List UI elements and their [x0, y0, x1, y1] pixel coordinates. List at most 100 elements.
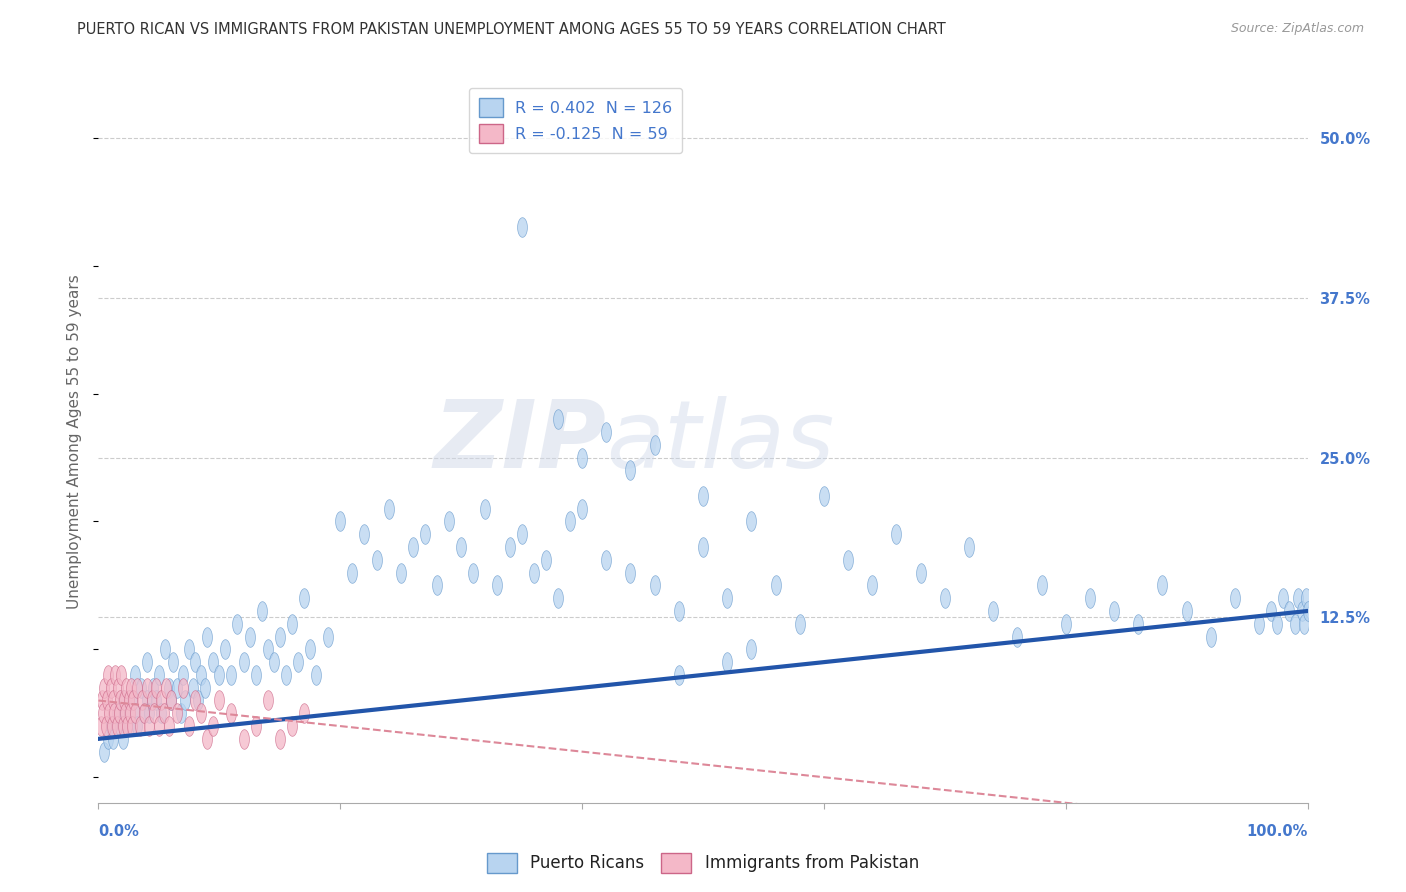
- Point: [232, 655, 254, 669]
- Point: [1260, 604, 1282, 618]
- Point: [595, 425, 617, 439]
- Point: [740, 642, 762, 657]
- Point: [239, 630, 262, 644]
- Point: [547, 591, 569, 606]
- Text: Source: ZipAtlas.com: Source: ZipAtlas.com: [1230, 22, 1364, 36]
- Point: [426, 578, 449, 592]
- Point: [547, 412, 569, 426]
- Point: [692, 540, 714, 554]
- Point: [93, 745, 115, 759]
- Point: [269, 630, 291, 644]
- Point: [221, 706, 243, 721]
- Point: [1054, 616, 1077, 631]
- Point: [934, 591, 956, 606]
- Point: [202, 655, 225, 669]
- Point: [366, 553, 388, 567]
- Point: [157, 681, 180, 695]
- Point: [619, 566, 641, 580]
- Text: PUERTO RICAN VS IMMIGRANTS FROM PAKISTAN UNEMPLOYMENT AMONG AGES 55 TO 59 YEARS : PUERTO RICAN VS IMMIGRANTS FROM PAKISTAN…: [77, 22, 946, 37]
- Point: [90, 719, 112, 733]
- Point: [121, 693, 143, 707]
- Point: [1292, 616, 1315, 631]
- Point: [169, 706, 191, 721]
- Point: [108, 706, 131, 721]
- Point: [668, 668, 690, 682]
- Text: 100.0%: 100.0%: [1246, 824, 1308, 839]
- Point: [1278, 604, 1301, 618]
- Point: [1284, 616, 1306, 631]
- Point: [510, 220, 533, 235]
- Point: [162, 655, 184, 669]
- Point: [107, 681, 129, 695]
- Point: [250, 604, 273, 618]
- Point: [100, 719, 122, 733]
- Point: [187, 693, 209, 707]
- Point: [101, 731, 124, 746]
- Point: [150, 706, 173, 721]
- Point: [184, 655, 207, 669]
- Point: [174, 693, 197, 707]
- Point: [166, 706, 188, 721]
- Point: [1249, 616, 1271, 631]
- Point: [124, 706, 146, 721]
- Point: [716, 591, 738, 606]
- Point: [190, 668, 212, 682]
- Point: [135, 681, 157, 695]
- Point: [413, 527, 436, 541]
- Point: [111, 731, 134, 746]
- Point: [135, 655, 157, 669]
- Point: [111, 719, 134, 733]
- Point: [1272, 591, 1295, 606]
- Point: [129, 681, 152, 695]
- Point: [886, 527, 908, 541]
- Point: [1102, 604, 1125, 618]
- Point: [160, 693, 183, 707]
- Point: [179, 719, 201, 733]
- Point: [124, 668, 146, 682]
- Point: [263, 655, 285, 669]
- Point: [97, 731, 120, 746]
- Point: [342, 566, 364, 580]
- Point: [813, 489, 835, 503]
- Text: atlas: atlas: [606, 396, 835, 487]
- Point: [1296, 604, 1319, 618]
- Point: [668, 604, 690, 618]
- Point: [281, 616, 304, 631]
- Point: [155, 681, 177, 695]
- Point: [1175, 604, 1198, 618]
- Legend: Puerto Ricans, Immigrants from Pakistan: Puerto Ricans, Immigrants from Pakistan: [481, 847, 925, 880]
- Point: [190, 706, 212, 721]
- Point: [463, 566, 485, 580]
- Point: [93, 681, 115, 695]
- Point: [98, 706, 121, 721]
- Point: [957, 540, 980, 554]
- Point: [195, 731, 218, 746]
- Point: [299, 642, 322, 657]
- Point: [221, 668, 243, 682]
- Point: [1295, 591, 1317, 606]
- Point: [214, 642, 236, 657]
- Point: [208, 668, 231, 682]
- Point: [122, 693, 145, 707]
- Point: [145, 693, 167, 707]
- Point: [124, 706, 146, 721]
- Point: [115, 681, 138, 695]
- Point: [245, 719, 267, 733]
- Point: [118, 719, 141, 733]
- Point: [981, 604, 1004, 618]
- Point: [134, 706, 156, 721]
- Point: [474, 501, 496, 516]
- Text: 0.0%: 0.0%: [98, 824, 139, 839]
- Point: [111, 693, 134, 707]
- Point: [117, 719, 139, 733]
- Point: [108, 693, 131, 707]
- Point: [1223, 591, 1246, 606]
- Point: [91, 706, 114, 721]
- Point: [91, 693, 114, 707]
- Point: [105, 719, 128, 733]
- Point: [256, 642, 278, 657]
- Point: [765, 578, 787, 592]
- Point: [292, 591, 315, 606]
- Point: [94, 719, 117, 733]
- Point: [121, 719, 143, 733]
